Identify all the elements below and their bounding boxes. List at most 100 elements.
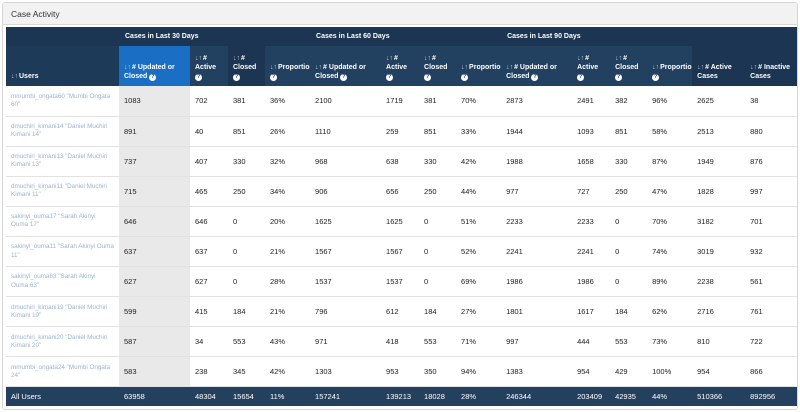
active-90-header[interactable]: ↓↑# Active ? <box>572 46 611 86</box>
help-icon[interactable]: ? <box>386 74 394 81</box>
table-cell: 810 <box>692 326 746 358</box>
table-cell: 627 <box>119 266 190 298</box>
table-cell: 796 <box>310 296 382 328</box>
help-icon[interactable]: ? <box>424 74 432 81</box>
table-cell: 62% <box>647 296 693 328</box>
table-cell: 20% <box>265 206 311 237</box>
table-cell: 26% <box>265 116 311 147</box>
closed-60-header[interactable]: ↓↑# Closed ? <box>419 46 457 86</box>
sort-icon: ↓↑ <box>11 73 18 80</box>
table-cell: 1617 <box>572 296 611 328</box>
header-label: # Active <box>386 55 408 71</box>
updated-closed-90-header[interactable]: ↓↑# Updated or Closed ? <box>501 46 573 86</box>
table-cell: 238 <box>190 356 228 388</box>
panel-title: Case Activity <box>3 3 797 25</box>
table-cell: 42% <box>265 356 311 388</box>
user-link[interactable]: dmuchiri_kimani13 "Daniel Muchiri Kimani… <box>6 146 119 177</box>
table-cell: 1383 <box>501 356 573 388</box>
table-cell: 1801 <box>501 296 573 328</box>
updated-closed-30-header[interactable]: ↓↑# Updated or Closed ? <box>119 46 190 86</box>
footer-total-cell: 246344 <box>501 386 573 406</box>
active-30-header[interactable]: ↓↑# Active ? <box>190 46 228 86</box>
footer-total-cell: 510366 <box>692 386 746 406</box>
user-link[interactable]: dmuchiri_kimani20 "Daniel Muchiri Kimani… <box>6 326 119 358</box>
help-icon[interactable]: ? <box>233 74 240 81</box>
user-link[interactable]: mmumbi_ongata24 "Mumbi Ongata 24" <box>6 356 119 388</box>
user-link[interactable]: dmuchiri_kimani11 "Daniel Muchiri Kimani… <box>6 176 119 207</box>
proportion-90-header[interactable]: ↓↑Proportion ? <box>647 46 693 86</box>
proportion-30-header[interactable]: ↓↑Proportion ? <box>265 46 311 86</box>
table-cell: 0 <box>419 236 457 268</box>
table-cell: 2241 <box>501 236 573 268</box>
user-link[interactable]: dmuchiri_kimani19 "Daniel Muchiri Kimani… <box>6 296 119 328</box>
help-icon[interactable]: ? <box>195 74 202 81</box>
table-cell: 0 <box>228 236 265 268</box>
table-cell: 851 <box>610 116 648 147</box>
help-icon[interactable]: ? <box>149 74 157 81</box>
table-cell: 1537 <box>310 266 382 298</box>
footer-total-cell: 44% <box>647 386 693 406</box>
table-cell: 906 <box>310 176 382 207</box>
table-cell: 87% <box>647 146 693 177</box>
case-activity-table: Cases in Last 30 Days Cases in Last 60 D… <box>6 27 797 406</box>
help-icon[interactable]: ? <box>461 74 469 81</box>
help-icon[interactable]: ? <box>615 74 623 81</box>
help-icon[interactable]: ? <box>577 74 585 81</box>
proportion-60-header[interactable]: ↓↑Proportion ? <box>456 46 502 86</box>
table-cell: 0 <box>610 206 648 237</box>
closed-90-header[interactable]: ↓↑# Closed ? <box>610 46 648 86</box>
table-cell: 715 <box>119 176 190 207</box>
table-cell: 34 <box>190 326 228 358</box>
table-cell: 1719 <box>381 86 420 117</box>
table-cell: 2100 <box>310 86 382 117</box>
user-link[interactable]: sakinyi_ouma63 "Sarah Akinyi Ouma 63" <box>6 266 119 298</box>
table-cell: 1093 <box>572 116 611 147</box>
sort-icon: ↓↑ <box>195 55 202 62</box>
sort-icon: ↓↑ <box>615 55 623 62</box>
header-label: # Active <box>577 55 599 71</box>
table-cell: 587 <box>119 326 190 358</box>
table-cell: 71% <box>456 326 502 358</box>
user-link[interactable]: sakinyi_ouma17 "Sarah Akinyi Ouma 17" <box>6 206 119 237</box>
table-cell: 382 <box>610 86 648 117</box>
table-cell: 1625 <box>381 206 420 237</box>
table-cell: 1303 <box>310 356 382 388</box>
table-cell: 74% <box>647 236 693 268</box>
table-cell: 2716 <box>692 296 746 328</box>
footer-total-cell: 18028 <box>419 386 457 406</box>
table-cell: 418 <box>381 326 420 358</box>
active-cases-header[interactable]: ↓↑# Active Cases <box>692 46 746 86</box>
table-cell: 1944 <box>501 116 573 147</box>
header-label: Proportion <box>660 64 692 71</box>
sort-icon: ↓↑ <box>424 55 432 62</box>
table-cell: 21% <box>265 236 311 268</box>
table-cell: 0 <box>610 266 648 298</box>
table-cell: 1567 <box>381 236 420 268</box>
user-link[interactable]: mmumbi_ongata60 "Mumbi Ongata 60" <box>6 86 119 117</box>
table-cell: 638 <box>381 146 420 177</box>
table-cell: 38 <box>745 86 797 117</box>
table-cell: 70% <box>647 206 693 237</box>
help-icon[interactable]: ? <box>340 74 348 81</box>
table-cell: 43% <box>265 326 311 358</box>
active-60-header[interactable]: ↓↑# Active ? <box>381 46 420 86</box>
table-cell: 851 <box>228 116 265 147</box>
table-row: dmuchiri_kimani14 "Daniel Muchiri Kimani… <box>6 116 797 147</box>
updated-closed-60-header[interactable]: ↓↑# Updated or Closed ? <box>310 46 382 86</box>
inactive-cases-header[interactable]: ↓↑# Inactive Cases <box>745 46 797 86</box>
help-icon[interactable]: ? <box>652 74 660 81</box>
table-cell: 599 <box>119 296 190 328</box>
users-group-blank <box>6 27 119 46</box>
user-link[interactable]: dmuchiri_kimani14 "Daniel Muchiri Kimani… <box>6 116 119 147</box>
help-icon[interactable]: ? <box>270 74 277 81</box>
table-cell: 1625 <box>310 206 382 237</box>
help-icon[interactable]: ? <box>531 74 539 81</box>
table-cell: 381 <box>419 86 457 117</box>
users-header[interactable]: ↓↑Users <box>6 46 119 86</box>
table-cell: 627 <box>190 266 228 298</box>
table-cell: 3019 <box>692 236 746 268</box>
table-cell: 656 <box>381 176 420 207</box>
user-link[interactable]: sakinyi_ouma11 "Sarah Akinyi Ouma 11" <box>6 236 119 268</box>
table-cell: 345 <box>228 356 265 388</box>
closed-30-header[interactable]: ↓↑# Closed ? <box>228 46 265 86</box>
